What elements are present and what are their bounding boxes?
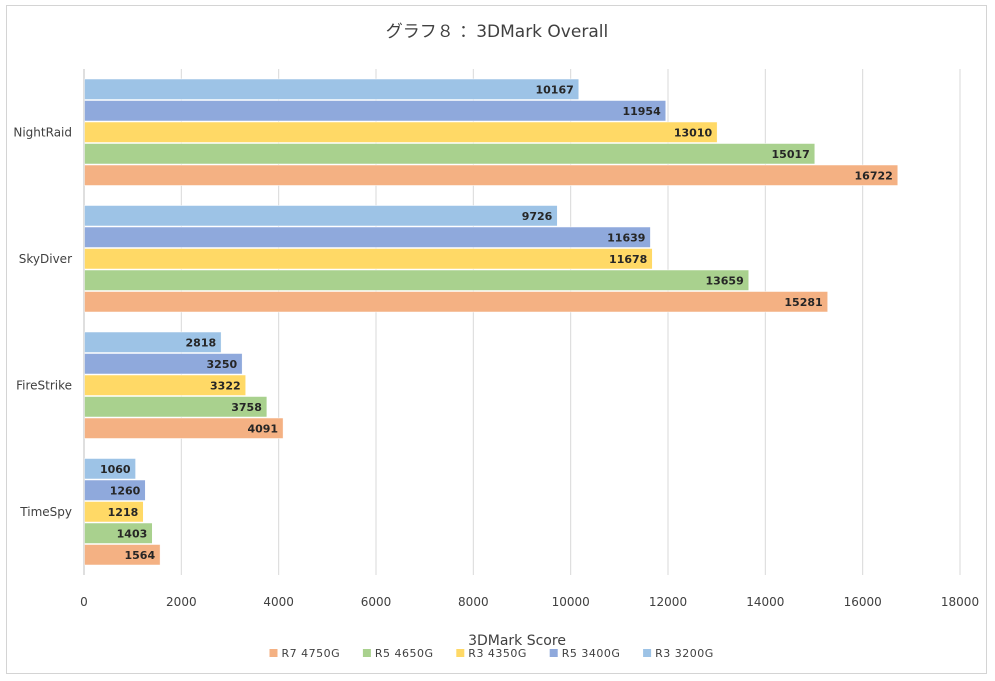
data-label: 9726 <box>522 210 553 223</box>
data-label: 1260 <box>110 484 141 497</box>
bar <box>84 417 284 439</box>
bar-chart: グラフ８ ：3DMark Overall 16722 15017 13010 1195… <box>13 22 979 660</box>
x-tick-label: 18000 <box>941 595 979 609</box>
x-tick-label: 6000 <box>361 595 392 609</box>
legend-swatch <box>643 649 652 657</box>
bar <box>84 164 899 186</box>
category-label: SkyDiver <box>19 252 72 266</box>
data-label: 1218 <box>108 506 139 519</box>
bar <box>84 205 558 227</box>
legend-item: R3 3200G <box>643 647 714 660</box>
data-label: 16722 <box>855 169 893 182</box>
x-tick-labels: 0 2000 4000 6000 8000 10000 12000 14000 16000 180… <box>80 595 979 609</box>
x-tick-label: 16000 <box>844 595 882 609</box>
bar <box>84 353 243 375</box>
bar <box>84 100 667 122</box>
data-label: 11678 <box>609 253 647 266</box>
legend-item: R5 3400G <box>549 647 621 660</box>
bar <box>84 291 828 313</box>
chart-title: グラフ８ ：3DMark Overall <box>386 22 608 42</box>
x-tick-label: 14000 <box>746 595 784 609</box>
legend-swatch <box>269 649 278 657</box>
category-label: TimeSpy <box>19 505 72 519</box>
bar <box>84 121 718 143</box>
data-label: 4091 <box>247 422 278 435</box>
bar <box>84 396 268 418</box>
legend-label: R3 4350G <box>468 647 527 660</box>
data-label: 3250 <box>207 358 238 371</box>
legend-label: R3 3200G <box>655 647 714 660</box>
x-tick-label: 12000 <box>649 595 687 609</box>
x-tick-label: 0 <box>80 595 88 609</box>
legend-swatch <box>549 649 558 657</box>
legend-item: R5 4650G <box>362 647 434 660</box>
x-tick-label: 4000 <box>263 595 294 609</box>
chart-frame: グラフ８ ：3DMark Overall 16722 15017 13010 1195… <box>6 5 987 674</box>
x-tick-label: 2000 <box>166 595 197 609</box>
legend: R7 4750G R5 4650G R3 4350G R5 3400G R3 3200G <box>269 647 714 660</box>
data-label: 13659 <box>705 274 743 287</box>
bar <box>84 458 136 480</box>
data-label: 11954 <box>622 105 661 118</box>
bar <box>84 248 653 270</box>
legend-swatch <box>456 649 465 657</box>
legend-item: R7 4750G <box>269 647 341 660</box>
data-label: 1564 <box>124 549 155 562</box>
bar <box>84 143 816 165</box>
bar <box>84 544 161 566</box>
bar <box>84 501 144 523</box>
data-label: 3322 <box>210 379 241 392</box>
bar <box>84 78 580 100</box>
legend-label: R7 4750G <box>282 647 341 660</box>
data-labels: 16722 15017 13010 11954 10167 15281 13659 11678… <box>100 83 893 562</box>
legend-item: R3 4350G <box>456 647 527 660</box>
category-label: FireStrike <box>16 378 72 392</box>
bar <box>84 331 222 353</box>
data-label: 1060 <box>100 463 131 476</box>
bar <box>84 269 749 291</box>
data-label: 10167 <box>536 83 574 96</box>
category-labels: NightRaid SkyDiver FireStrike TimeSpy <box>13 125 72 519</box>
legend-label: R5 3400G <box>562 647 621 660</box>
data-label: 2818 <box>186 336 217 349</box>
legend-swatch <box>362 649 371 657</box>
bars <box>84 78 899 566</box>
bar <box>84 479 146 501</box>
data-label: 15281 <box>784 296 822 309</box>
legend-label: R5 4650G <box>375 647 434 660</box>
bar <box>84 522 153 544</box>
bar <box>84 374 246 396</box>
x-axis-title: 3DMark Score <box>468 633 566 649</box>
data-label: 13010 <box>674 126 713 139</box>
bar <box>84 226 651 248</box>
data-label: 3758 <box>231 401 262 414</box>
data-label: 1403 <box>117 527 148 540</box>
category-label: NightRaid <box>13 125 72 139</box>
x-tick-label: 8000 <box>458 595 489 609</box>
data-label: 15017 <box>772 148 810 161</box>
data-label: 11639 <box>607 231 645 244</box>
x-tick-label: 10000 <box>552 595 590 609</box>
